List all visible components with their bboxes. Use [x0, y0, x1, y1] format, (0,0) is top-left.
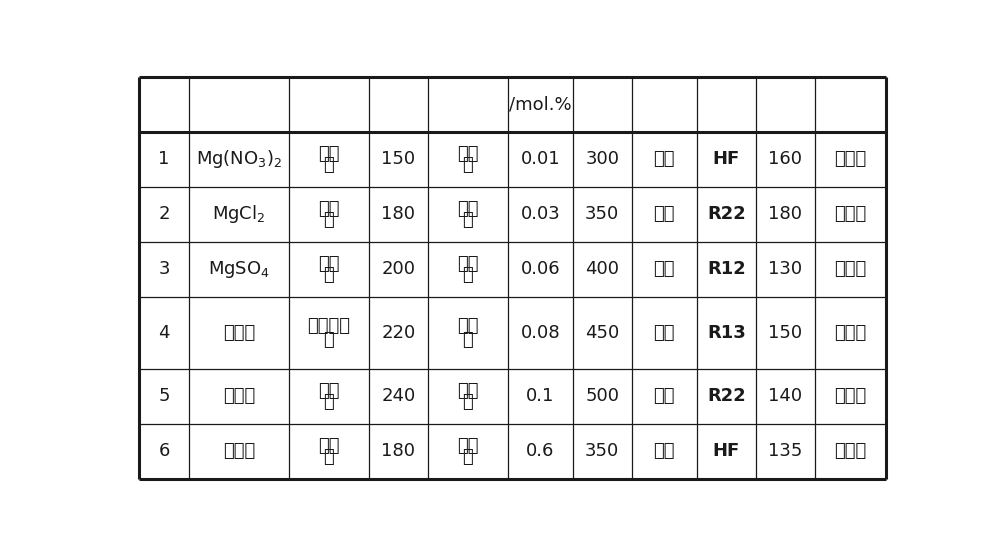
Text: 液: 液: [462, 331, 473, 349]
Text: 220: 220: [381, 324, 416, 342]
Text: 0.03: 0.03: [520, 205, 560, 223]
Text: 180: 180: [381, 205, 415, 223]
Text: 醇溶: 醇溶: [457, 382, 479, 400]
Text: MgSO$_4$: MgSO$_4$: [208, 258, 270, 279]
Text: 6: 6: [158, 442, 170, 460]
Text: R13: R13: [707, 324, 746, 342]
Text: 水溶: 水溶: [457, 145, 479, 163]
Text: 醇: 醇: [324, 393, 334, 411]
Text: 3: 3: [158, 260, 170, 278]
Text: 水溶: 水溶: [457, 437, 479, 455]
Text: 丙二: 丙二: [318, 200, 340, 218]
Text: 纳米球: 纳米球: [834, 260, 867, 278]
Text: 空气: 空气: [654, 150, 675, 168]
Text: 4: 4: [158, 324, 170, 342]
Text: 纳米球: 纳米球: [834, 442, 867, 460]
Text: 空气: 空气: [654, 442, 675, 460]
Text: 氮气: 氮气: [654, 260, 675, 278]
Text: 135: 135: [768, 442, 803, 460]
Text: 甲醇镁: 甲醇镁: [223, 387, 255, 405]
Text: 500: 500: [585, 387, 619, 405]
Text: /mol.%: /mol.%: [509, 95, 572, 113]
Text: 纳米球: 纳米球: [834, 205, 867, 223]
Text: 200: 200: [381, 260, 415, 278]
Text: 0.1: 0.1: [526, 387, 554, 405]
Text: 乙酸镁: 乙酸镁: [223, 324, 255, 342]
Text: 液: 液: [462, 211, 473, 229]
Text: 醇: 醇: [324, 156, 334, 174]
Text: HF: HF: [713, 150, 740, 168]
Text: 水溶: 水溶: [457, 317, 479, 334]
Text: 0.08: 0.08: [520, 324, 560, 342]
Text: 150: 150: [768, 324, 802, 342]
Text: 醇: 醇: [324, 331, 334, 349]
Text: 醇: 醇: [324, 266, 334, 284]
Text: 150: 150: [381, 150, 415, 168]
Text: 醇: 醇: [324, 211, 334, 229]
Text: 液: 液: [462, 156, 473, 174]
Text: 350: 350: [585, 442, 619, 460]
Text: 氢气: 氢气: [654, 205, 675, 223]
Text: 乙醇镁: 乙醇镁: [223, 442, 255, 460]
Text: 1: 1: [158, 150, 170, 168]
Text: 纳米球: 纳米球: [834, 324, 867, 342]
Text: 纳米球: 纳米球: [834, 387, 867, 405]
Text: 130: 130: [768, 260, 802, 278]
Text: 空气: 空气: [654, 324, 675, 342]
Text: 纳米球: 纳米球: [834, 150, 867, 168]
Text: HF: HF: [713, 442, 740, 460]
Text: 醇: 醇: [324, 448, 334, 466]
Text: 180: 180: [381, 442, 415, 460]
Text: 400: 400: [585, 260, 619, 278]
Text: R12: R12: [707, 260, 746, 278]
Text: 140: 140: [768, 387, 802, 405]
Text: 0.6: 0.6: [526, 442, 554, 460]
Text: MgCl$_2$: MgCl$_2$: [212, 203, 266, 225]
Text: 5: 5: [158, 387, 170, 405]
Text: 300: 300: [585, 150, 619, 168]
Text: 醜溶: 醜溶: [457, 255, 479, 273]
Text: 液: 液: [462, 266, 473, 284]
Text: 乙二: 乙二: [318, 145, 340, 163]
Text: 乙二: 乙二: [318, 437, 340, 455]
Text: 0.01: 0.01: [520, 150, 560, 168]
Text: 空气: 空气: [654, 387, 675, 405]
Text: 2: 2: [158, 205, 170, 223]
Text: 醇溶: 醇溶: [457, 200, 479, 218]
Text: Mg(NO$_3$)$_2$: Mg(NO$_3$)$_2$: [196, 148, 282, 170]
Text: 240: 240: [381, 387, 416, 405]
Text: 180: 180: [768, 205, 802, 223]
Text: 0.06: 0.06: [520, 260, 560, 278]
Text: 液: 液: [462, 448, 473, 466]
Text: R22: R22: [707, 387, 746, 405]
Text: 450: 450: [585, 324, 619, 342]
Text: 液: 液: [462, 393, 473, 411]
Text: R22: R22: [707, 205, 746, 223]
Text: 350: 350: [585, 205, 619, 223]
Text: 乙二: 乙二: [318, 382, 340, 400]
Text: 丙三: 丙三: [318, 255, 340, 273]
Text: 二缩乙二: 二缩乙二: [307, 317, 350, 334]
Text: 160: 160: [768, 150, 802, 168]
